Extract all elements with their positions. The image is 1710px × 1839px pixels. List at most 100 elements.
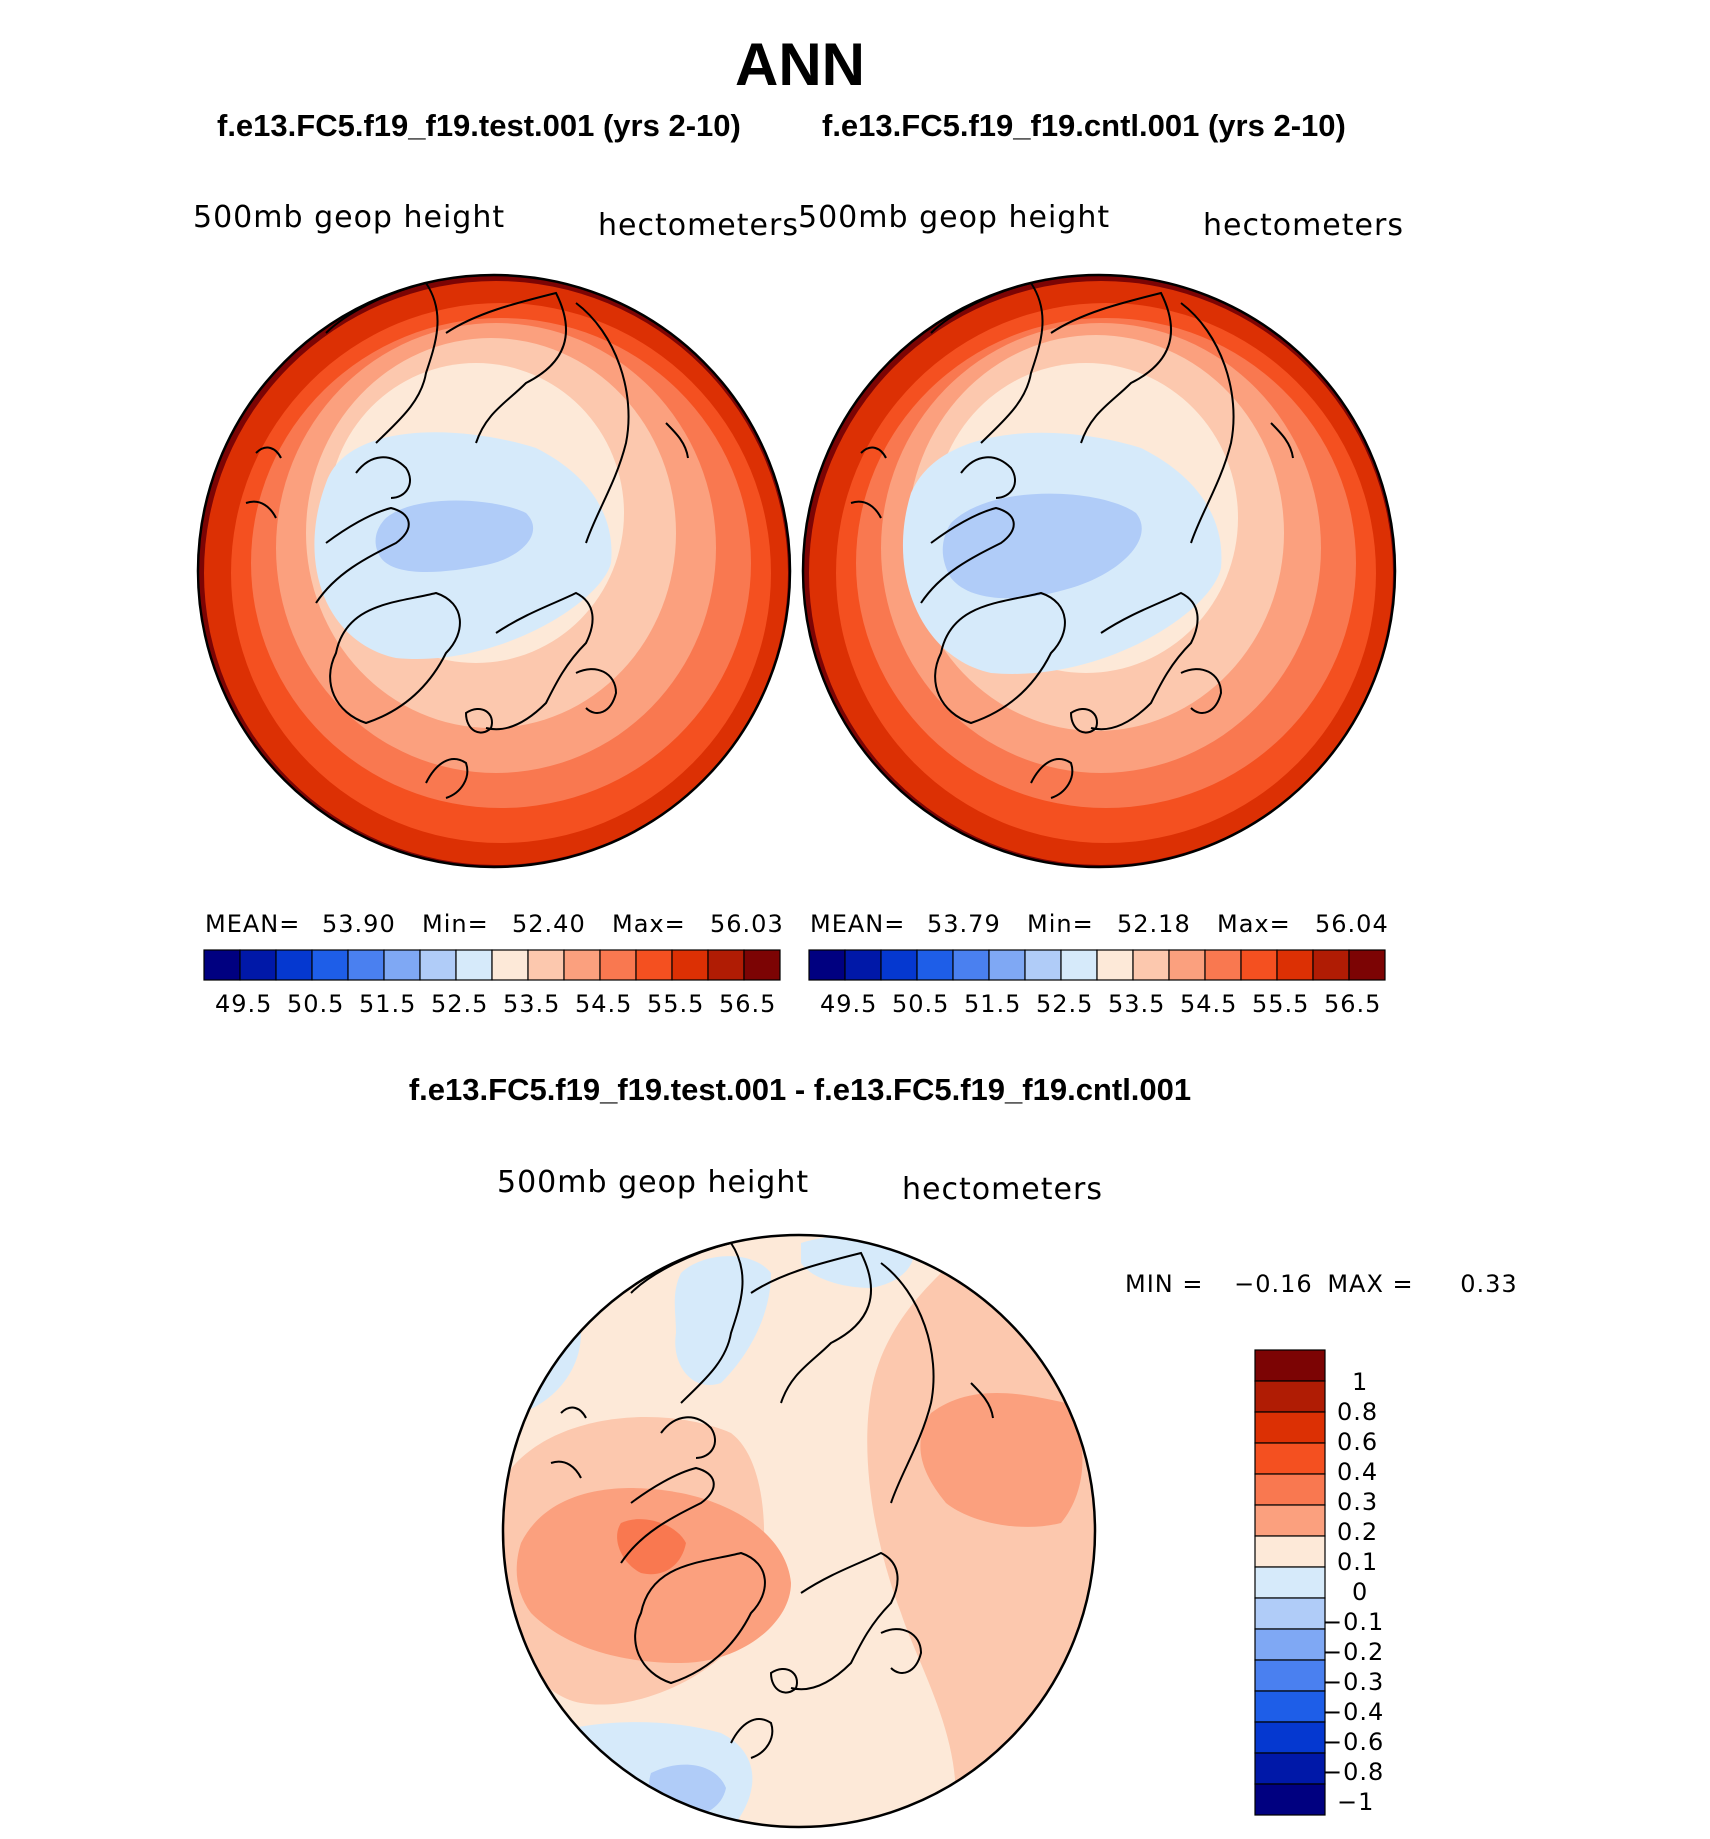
coastlines-right <box>850 282 1294 799</box>
cb-diff-label-5: 0.2 <box>1337 1518 1379 1546</box>
colorbar-swatch <box>1254 1752 1326 1785</box>
colorbar-swatch <box>916 949 954 981</box>
panel-right-mean: 53.79 <box>927 910 1001 938</box>
cb-diff-label-6: 0.1 <box>1337 1548 1379 1576</box>
cb-diff-label-9: −0.2 <box>1322 1638 1385 1666</box>
colorbar-swatch <box>1254 1411 1326 1444</box>
diff-region-pos2 <box>920 1393 1083 1527</box>
cb-right-label-4: 53.5 <box>1108 990 1166 1018</box>
colorbar-swatch <box>383 949 421 981</box>
cb-diff-label-10: −0.3 <box>1322 1668 1385 1696</box>
diff-region-neg4 <box>527 1722 753 1827</box>
cb-left-label-5: 54.5 <box>575 990 633 1018</box>
cb-left-label-1: 50.5 <box>287 990 345 1018</box>
cb-left-label-4: 53.5 <box>503 990 561 1018</box>
colorbar-swatch <box>419 949 457 981</box>
cb-diff-label-12: −0.6 <box>1322 1728 1385 1756</box>
colorbar-swatch <box>743 949 781 981</box>
colorbar-swatch <box>1168 949 1206 981</box>
colorbar-swatch <box>239 949 277 981</box>
panel-left-max: 56.03 <box>710 910 784 938</box>
colorbar-swatch <box>563 949 601 981</box>
panel-right-min-label: Min= <box>1027 910 1094 938</box>
colorbar-swatch <box>1254 1721 1326 1754</box>
cb-right-label-6: 55.5 <box>1252 990 1310 1018</box>
colorbar-swatch <box>1254 1380 1326 1413</box>
cb-left-label-6: 55.5 <box>647 990 705 1018</box>
colorbar-swatch <box>491 949 529 981</box>
panel-left-case-title: f.e13.FC5.f19_f19.test.001 (yrs 2-10) <box>217 108 741 143</box>
cb-right-label-5: 54.5 <box>1180 990 1238 1018</box>
cb-right-label-3: 52.5 <box>1036 990 1094 1018</box>
colorbar-swatch <box>1254 1535 1326 1568</box>
contour-low2 <box>942 493 1142 599</box>
cb-diff-label-13: −0.8 <box>1322 1758 1385 1786</box>
diff-region-pos1 <box>867 1235 1095 1827</box>
colorbar-swatch <box>1254 1783 1326 1816</box>
cb-diff-label-3: 0.4 <box>1337 1458 1379 1486</box>
panel-right-variable: 500mb geop height <box>798 200 1111 235</box>
panel-left-units: hectometers <box>598 208 799 243</box>
colorbar-swatch <box>1132 949 1170 981</box>
cb-left-label-2: 51.5 <box>359 990 417 1018</box>
colorbar-swatch <box>311 949 349 981</box>
cb-diff-label-2: 0.6 <box>1337 1428 1379 1456</box>
panel-right-min: 52.18 <box>1117 910 1191 938</box>
cb-right-label-7: 56.5 <box>1324 990 1382 1018</box>
colorbar-left <box>203 949 781 981</box>
cb-right-label-2: 51.5 <box>964 990 1022 1018</box>
coastlines-difference <box>550 1242 994 1759</box>
colorbar-swatch <box>1254 1690 1326 1723</box>
cb-diff-label-8: −0.1 <box>1322 1608 1385 1636</box>
cb-diff-label-4: 0.3 <box>1337 1488 1379 1516</box>
panel-right-max: 56.04 <box>1315 910 1389 938</box>
map-difference <box>501 1233 1097 1829</box>
colorbar-swatch <box>455 949 493 981</box>
panel-left-variable: 500mb geop height <box>193 200 506 235</box>
panel-left-min-label: Min= <box>422 910 489 938</box>
panel-left-mean-label: MEAN= <box>205 910 301 938</box>
colorbar-swatch <box>1276 949 1314 981</box>
colorbar-swatch <box>1096 949 1134 981</box>
colorbar-swatch <box>1254 1597 1326 1630</box>
cb-left-label-3: 52.5 <box>431 990 489 1018</box>
colorbar-swatch <box>1254 1442 1326 1475</box>
diff-region-pos4 <box>516 1488 791 1663</box>
colorbar-swatch <box>635 949 673 981</box>
colorbar-swatch <box>1204 949 1242 981</box>
colorbar-difference <box>1254 1349 1326 1816</box>
colorbar-swatch <box>952 949 990 981</box>
contour-low2 <box>375 500 534 573</box>
colorbar-swatch <box>275 949 313 981</box>
map-left <box>196 273 792 869</box>
map-right <box>801 273 1397 869</box>
colorbar-swatch <box>671 949 709 981</box>
cb-left-label-0: 49.5 <box>215 990 273 1018</box>
colorbar-swatch <box>347 949 385 981</box>
cb-diff-label-0: 1 <box>1352 1368 1369 1396</box>
difference-max: 0.33 <box>1460 1270 1518 1298</box>
panel-left-mean: 53.90 <box>322 910 396 938</box>
colorbar-swatch <box>599 949 637 981</box>
difference-stats: MIN = −0.16 MAX = 0.33 <box>1125 1270 1518 1298</box>
cb-diff-label-1: 0.8 <box>1337 1398 1379 1426</box>
colorbar-swatch <box>880 949 918 981</box>
colorbar-swatch <box>1024 949 1062 981</box>
colorbar-swatch <box>1254 1504 1326 1537</box>
colorbar-swatch <box>1254 1659 1326 1692</box>
diff-region-pos5 <box>617 1519 686 1575</box>
cb-diff-label-7: 0 <box>1352 1578 1369 1606</box>
colorbar-swatch <box>1254 1566 1326 1599</box>
difference-min-label: MIN = <box>1125 1270 1204 1298</box>
cb-diff-label-11: −0.4 <box>1322 1698 1385 1726</box>
colorbar-swatch <box>1254 1628 1326 1661</box>
difference-min: −0.16 <box>1234 1270 1313 1298</box>
colorbar-swatch <box>1240 949 1278 981</box>
colorbar-swatch <box>1254 1473 1326 1506</box>
colorbar-swatch <box>1060 949 1098 981</box>
colorbar-swatch <box>707 949 745 981</box>
cb-left-label-7: 56.5 <box>719 990 777 1018</box>
colorbar-swatch <box>988 949 1026 981</box>
colorbar-swatch <box>1348 949 1386 981</box>
colorbar-swatch <box>1312 949 1350 981</box>
